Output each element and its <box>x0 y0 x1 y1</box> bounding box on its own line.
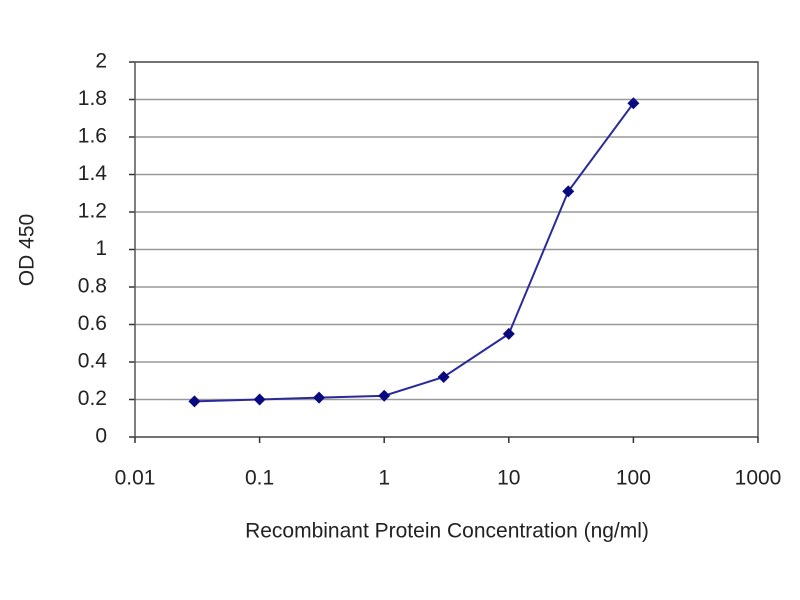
y-tick-label: 0.4 <box>78 350 108 373</box>
x-tick-label: 1000 <box>735 467 782 490</box>
data-marker <box>562 185 575 198</box>
data-marker <box>378 389 391 402</box>
x-tick-label: 0.01 <box>115 467 156 490</box>
data-marker <box>313 391 326 404</box>
y-tick-label: 1.8 <box>78 87 107 110</box>
plot-frame <box>134 61 759 438</box>
x-tick-label: 100 <box>616 467 651 490</box>
y-tick-label: 0.6 <box>78 312 107 335</box>
data-marker <box>502 327 515 340</box>
data-line <box>194 102 635 403</box>
y-tick-label: 1.6 <box>78 125 107 148</box>
y-axis-label: OD 450 <box>16 214 39 286</box>
data-marker <box>437 371 450 383</box>
y-tick-label: 0 <box>95 425 107 448</box>
y-tick-label: 0.8 <box>78 275 107 298</box>
x-tick-label: 0.1 <box>245 467 274 490</box>
data-marker <box>188 395 201 408</box>
x-tick-label: 10 <box>497 467 520 490</box>
x-tick-label: 1 <box>378 467 390 490</box>
y-tick-label: 1 <box>95 237 107 260</box>
y-tick-label: 1.4 <box>78 162 108 185</box>
data-marker <box>253 393 266 406</box>
y-tick-label: 0.2 <box>78 387 107 410</box>
data-marker <box>627 97 640 110</box>
x-axis-label: Recombinant Protein Concentration (ng/ml… <box>245 520 649 543</box>
y-tick-label: 1.2 <box>78 200 107 223</box>
y-tick-label: 2 <box>95 50 107 73</box>
